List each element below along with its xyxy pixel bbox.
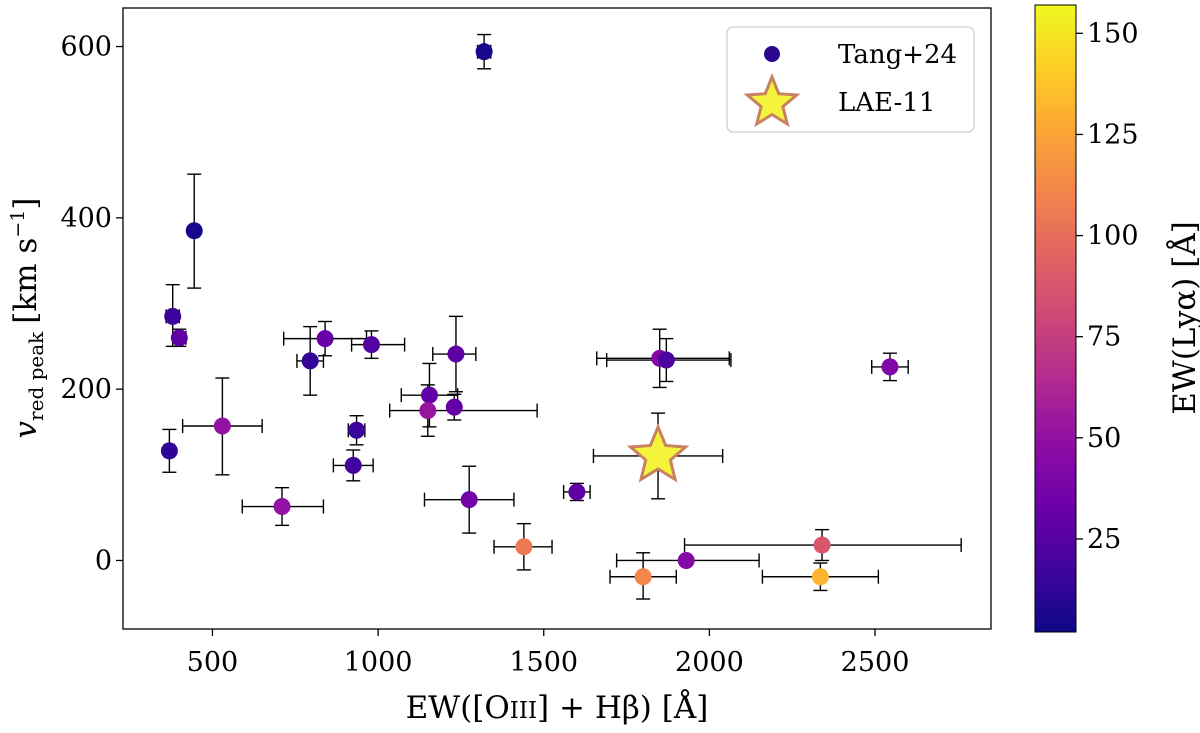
- colorbar-tick-label: 50: [1087, 423, 1121, 454]
- x-tick-label: 500: [187, 647, 239, 678]
- legend-label-lae11: LAE-11: [838, 88, 935, 118]
- legend: Tang+24 LAE-11: [726, 26, 975, 133]
- colorbar-tick-label: 125: [1087, 119, 1139, 150]
- scatter-point: [634, 568, 652, 586]
- scatter-point: [170, 329, 188, 347]
- scatter-point: [813, 536, 831, 554]
- scatter-point: [344, 456, 362, 474]
- y-tick-label: 200: [60, 374, 112, 405]
- colorbar-ticks: 25 50 75 100 125 150: [1076, 18, 1139, 555]
- scatter-point: [568, 483, 586, 501]
- y-axis-title-unit: [km s: [8, 238, 44, 324]
- scatter-point: [515, 538, 533, 556]
- x-axis-title: EW([OIII] + Hβ) [Å]: [406, 688, 709, 726]
- scatter-point: [447, 345, 465, 363]
- x-tick-label: 2000: [675, 647, 744, 678]
- scatter-point: [316, 330, 334, 348]
- legend-marker-tang24: [764, 46, 780, 62]
- scatter-point: [445, 398, 463, 416]
- scatter-point: [811, 568, 829, 586]
- y-axis-title: vred peak [km s−1]: [7, 198, 48, 439]
- scatter-point: [164, 307, 182, 325]
- y-axis-title-exp: −1: [7, 210, 29, 238]
- scatter-point: [677, 551, 695, 569]
- y-axis-title-v: v: [8, 420, 44, 438]
- y-tick-label: 400: [60, 203, 112, 234]
- scatter-point: [881, 358, 899, 376]
- x-axis-title-pre: EW([O: [406, 690, 510, 726]
- legend-label-tang24: Tang+24: [838, 40, 957, 70]
- x-axis-title-roman: III: [510, 698, 537, 724]
- colorbar-tick-label: 75: [1087, 322, 1121, 353]
- scatter-point: [185, 222, 203, 240]
- legend-box: [726, 26, 975, 133]
- scatter-point: [419, 402, 437, 420]
- x-tick-label: 2500: [841, 647, 910, 678]
- scatter-point: [657, 351, 675, 369]
- star-marker-lae11: [626, 423, 690, 483]
- scatter-point: [475, 43, 493, 61]
- x-axis-ticks: 500 1000 1500 2000 2500: [187, 629, 910, 678]
- scatter-point: [213, 417, 231, 435]
- y-axis-ticks: 0 200 400 600: [60, 32, 123, 576]
- scatter-point: [420, 386, 438, 404]
- scatter-point: [160, 442, 178, 460]
- colorbar-tick-label: 150: [1087, 18, 1139, 49]
- colorbar-label: EW(Lyα) [Å]: [1165, 221, 1200, 415]
- scatter-point: [460, 491, 478, 509]
- scatter-point: [273, 498, 291, 516]
- scatter-point: [348, 421, 366, 439]
- colorbar-tick-label: 100: [1087, 221, 1139, 252]
- x-tick-label: 1000: [344, 647, 413, 678]
- colorbar-tick-label: 25: [1087, 524, 1121, 555]
- y-axis-title-close: ]: [8, 198, 44, 210]
- scatter-point: [301, 352, 319, 370]
- x-axis-title-post: ] + Hβ) [Å]: [537, 688, 708, 726]
- y-tick-label: 0: [95, 545, 112, 576]
- legend-marker-lae11: [743, 73, 801, 128]
- scatter-point: [362, 336, 380, 354]
- colorbar: [1034, 4, 1077, 633]
- x-tick-label: 1500: [509, 647, 578, 678]
- marker-layer: [160, 43, 899, 586]
- y-axis-title-sub: red peak: [24, 331, 48, 421]
- y-tick-label: 600: [60, 32, 112, 63]
